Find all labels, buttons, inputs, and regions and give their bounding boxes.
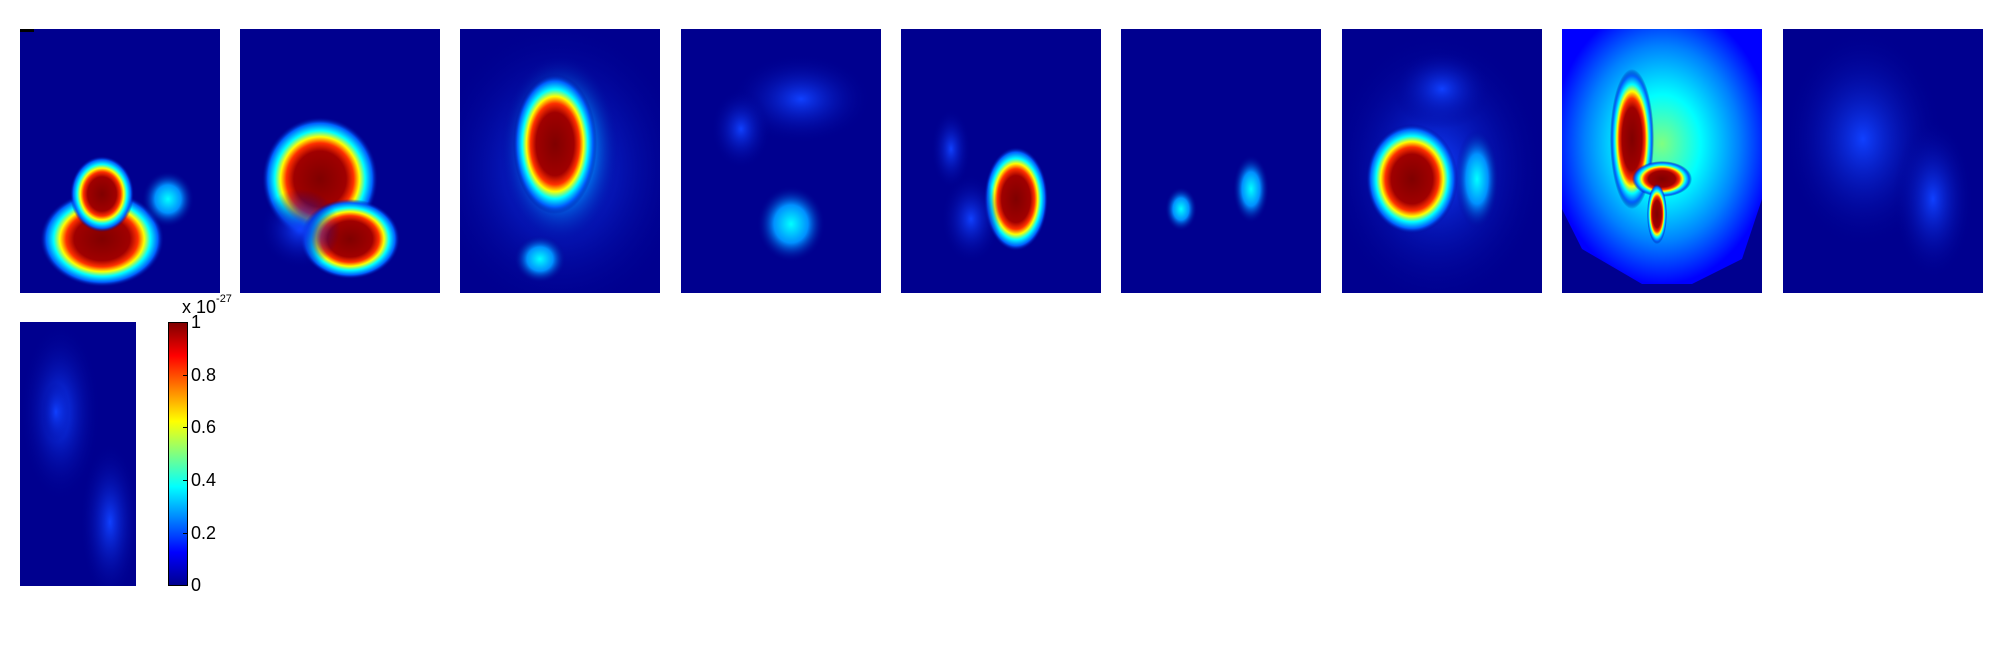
colorbar-tick-label: 1 bbox=[191, 312, 202, 332]
heatmap-image-4 bbox=[711, 54, 871, 262]
colorbar-tick-label: 0.4 bbox=[191, 470, 217, 490]
heatmap-panel-1 bbox=[20, 29, 220, 293]
heatmap-image-6 bbox=[1165, 155, 1269, 231]
colorbar-tick-label: 0.6 bbox=[191, 417, 217, 437]
heatmap-image-5 bbox=[931, 109, 1048, 264]
heatmap-panel-2 bbox=[240, 29, 440, 293]
colorbar-tick-label: 0.2 bbox=[191, 523, 217, 543]
heatmap-panel-9 bbox=[1783, 29, 1983, 293]
heatmap-panel-5 bbox=[901, 29, 1101, 293]
colorbar-tick-label: 0.8 bbox=[191, 365, 217, 385]
heatmap-panel-8 bbox=[1562, 29, 1762, 293]
heatmap-image-1 bbox=[40, 156, 194, 287]
colorbar-exponent-base: x 10 bbox=[182, 297, 217, 317]
heatmap-image-7 bbox=[1342, 29, 1542, 293]
heatmap-panel-4 bbox=[681, 29, 881, 293]
colorbar-tick-label: 0 bbox=[191, 575, 202, 595]
heatmap-panel-10 bbox=[20, 322, 136, 586]
heatmap-image-8 bbox=[1562, 29, 1762, 284]
heatmap-panel-7 bbox=[1342, 29, 1542, 293]
colorbar bbox=[168, 322, 188, 586]
heatmap-image-2 bbox=[260, 117, 400, 279]
heatmap-panel-3 bbox=[460, 29, 660, 293]
colorbar-exponent-power: -27 bbox=[216, 293, 232, 305]
heatmap-panel-6 bbox=[1121, 29, 1321, 293]
heatmap-image-3 bbox=[460, 29, 660, 293]
heatmap-image-10 bbox=[20, 322, 136, 586]
colorbar-exponent: x 10-27 bbox=[182, 293, 232, 318]
heatmap-image-9 bbox=[1783, 29, 1973, 279]
